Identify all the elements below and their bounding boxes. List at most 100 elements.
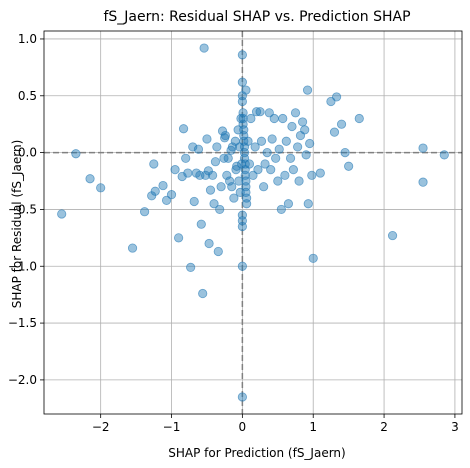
data-point [57,209,67,219]
y-tick-label: −0.5 [8,202,37,216]
data-point [232,161,242,171]
data-point [237,159,247,169]
data-point [387,230,398,241]
data-point [227,142,238,152]
data-point [315,168,325,178]
data-point [354,113,364,124]
data-point [178,124,189,134]
data-point [280,170,290,180]
x-axis-ticks: −2 −1 0 1 2 3 [92,414,459,434]
data-point [287,121,297,132]
data-point [198,288,208,299]
data-point [193,144,204,154]
x-tick-label: 2 [380,420,388,434]
data-point [237,221,247,232]
y-tick-label: −1.5 [8,316,37,330]
data-point [150,186,160,196]
data-point [340,148,350,158]
data-point [236,113,246,124]
data-point [149,159,159,169]
data-point [96,183,106,193]
data-point [253,165,263,175]
data-point [246,113,256,124]
data-point [127,243,138,253]
data-point [217,126,228,136]
x-tick-label: 0 [239,420,247,434]
data-point [186,262,196,272]
data-point [188,142,198,152]
data-point [158,180,168,191]
data-point [216,182,226,192]
data-point [222,170,232,180]
data-point [174,233,184,243]
data-point [183,168,193,178]
y-tick-label: 0.0 [18,146,37,160]
data-point [285,153,296,163]
data-point [329,127,340,137]
data-point [231,165,241,175]
data-point [281,136,291,146]
x-tick-label: −1 [163,420,181,434]
data-point [274,144,284,154]
data-point [273,176,283,186]
data-point [267,134,277,144]
data-point [266,165,276,175]
data-point [244,159,255,169]
data-point [209,199,219,209]
y-tick-label: −1.0 [8,259,37,273]
y-tick-label: 0.5 [18,89,37,103]
grid-lines [44,31,462,414]
data-point [297,117,308,127]
data-point [237,392,247,402]
data-point [208,170,218,180]
data-point [294,176,304,186]
data-point [243,136,253,146]
data-point [307,170,317,180]
data-point [229,193,239,203]
data-point [255,107,265,117]
x-tick-label: 3 [451,420,459,434]
data-point [290,108,301,118]
data-point [301,150,311,160]
data-point [439,150,449,160]
data-point [213,246,223,257]
data-point [140,207,150,217]
data-point [237,261,247,271]
data-point [271,153,281,163]
data-point [196,219,206,229]
data-point [259,182,269,192]
data-point [177,171,187,182]
data-points [57,43,449,402]
data-point [202,134,212,144]
data-point [225,176,235,186]
data-point [237,96,247,107]
y-tick-label: 1.0 [18,32,37,46]
data-point [71,149,81,159]
data-point [418,177,428,187]
data-point [262,148,272,158]
reference-lines [44,31,462,414]
data-point [303,199,313,209]
data-point [344,161,354,171]
data-point [293,142,303,152]
data-point [336,119,347,129]
data-point [210,157,221,167]
data-point [288,165,298,175]
data-point [212,142,222,152]
data-point [200,170,211,180]
data-point [276,204,286,215]
data-point [237,50,247,60]
data-point [181,153,191,163]
data-point [220,130,230,141]
plot-frame [43,30,463,415]
data-point [300,125,310,135]
data-point [302,85,313,95]
data-point [227,182,237,192]
x-axis-label: SHAP for Prediction (fS_Jaern) [168,446,345,460]
x-tick-label: 1 [309,420,317,434]
data-point [242,199,252,209]
data-point [305,138,315,149]
data-point [215,204,225,215]
data-point [278,113,288,124]
